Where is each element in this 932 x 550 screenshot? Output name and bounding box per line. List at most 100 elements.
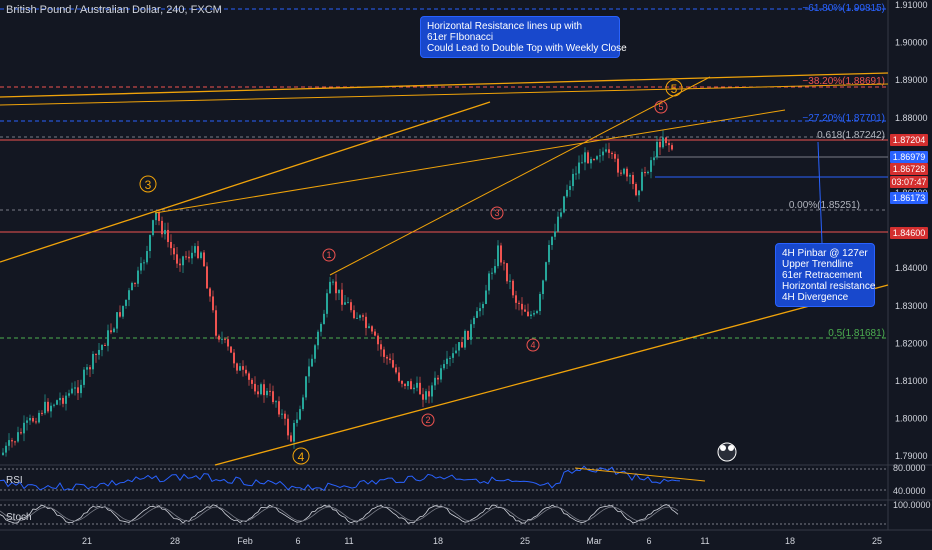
symbol-title[interactable]: British Pound / Australian Dollar, 240, … xyxy=(6,4,222,16)
trendline-upper-long[interactable] xyxy=(0,72,889,98)
candle-body xyxy=(179,263,181,266)
price-tag-4: 1.86173 xyxy=(890,192,928,204)
rsi-tick-80: 80.0000 xyxy=(893,463,926,473)
trendline-wave1-5[interactable] xyxy=(329,76,711,276)
candle-body xyxy=(311,358,313,367)
candle-body xyxy=(113,328,115,333)
candle-body xyxy=(539,294,541,312)
rsi-label[interactable]: RSI xyxy=(6,475,23,486)
candle-body xyxy=(212,296,214,311)
candle-body xyxy=(134,282,136,284)
earnings-badge-icon[interactable] xyxy=(717,442,737,462)
candle-body xyxy=(392,360,394,368)
candle-body xyxy=(206,266,208,289)
note-top-line-2: 61er FIbonacci xyxy=(427,32,494,43)
trendline-wave3-5[interactable] xyxy=(154,109,786,214)
time-axis[interactable]: 21 28 Feb 6 11 18 25 Mar 6 11 18 25 xyxy=(82,536,882,546)
candle-body xyxy=(356,317,358,319)
candle-body xyxy=(335,281,337,294)
candle-body xyxy=(176,254,178,264)
stoch-tick-100: 100.0000 xyxy=(893,500,931,510)
candle-body xyxy=(518,302,520,304)
candle-body xyxy=(395,367,397,373)
trendline-upper-long-2[interactable] xyxy=(0,83,889,106)
candle-body xyxy=(326,293,328,314)
candle-body xyxy=(359,315,361,318)
candle-body xyxy=(17,432,19,442)
candle-body xyxy=(65,395,67,404)
candle-body xyxy=(611,152,613,155)
candlestick-series[interactable] xyxy=(2,130,673,457)
fib-label-05: 0.5(1.81681) xyxy=(828,328,885,339)
candle-body xyxy=(71,388,73,394)
candle-body xyxy=(377,335,379,345)
rsi-divergence-line[interactable] xyxy=(574,467,706,482)
candle-body xyxy=(467,330,469,340)
candle-body xyxy=(545,262,547,281)
candle-body xyxy=(650,160,652,172)
candle-body xyxy=(461,342,463,348)
stoch-k-line[interactable] xyxy=(0,504,679,524)
candle-body xyxy=(281,413,283,415)
wave-label-2-small[interactable]: 2 xyxy=(421,413,435,427)
candle-body xyxy=(413,387,415,390)
candle-body xyxy=(101,344,103,350)
candle-body xyxy=(512,280,514,296)
price-axis-tick: 1.79000 xyxy=(895,451,928,461)
candle-body xyxy=(173,248,175,255)
candle-body xyxy=(560,212,562,217)
price-axis-tick: 1.91000 xyxy=(895,0,928,10)
candle-body xyxy=(284,413,286,419)
rsi-line[interactable] xyxy=(0,465,681,492)
stoch-d-line[interactable] xyxy=(0,506,679,522)
candle-body xyxy=(170,241,172,249)
time-axis-tick: 11 xyxy=(700,536,709,546)
candle-body xyxy=(224,338,226,340)
svg-text:5: 5 xyxy=(658,102,663,112)
fib-label-382: −38.20%(1.88691) xyxy=(802,76,885,87)
candle-body xyxy=(380,344,382,350)
annotation-note-top[interactable]: Horizontal Resistance lines up with 61er… xyxy=(420,16,627,58)
wave-label-4-big[interactable]: 4 xyxy=(292,447,310,465)
candle-body xyxy=(11,440,13,442)
candle-body xyxy=(104,344,106,346)
candle-body xyxy=(227,339,229,347)
candle-body xyxy=(374,331,376,336)
candle-body xyxy=(302,397,304,410)
note-top-line-3: Could Lead to Double Top with Weekly Clo… xyxy=(427,43,627,54)
wave-label-3-small[interactable]: 3 xyxy=(490,206,504,220)
candle-body xyxy=(662,137,664,148)
candle-body xyxy=(509,280,511,282)
candle-body xyxy=(407,381,409,386)
candle-body xyxy=(434,377,436,386)
trendline-channel-top[interactable] xyxy=(0,101,491,263)
candle-body xyxy=(563,196,565,213)
stoch-label[interactable]: Stoch xyxy=(6,512,32,523)
candle-body xyxy=(305,376,307,398)
wave-label-1-small[interactable]: 1 xyxy=(322,248,336,262)
candle-body xyxy=(68,393,70,396)
candle-body xyxy=(389,358,391,361)
wave-label-5-small[interactable]: 5 xyxy=(654,100,668,114)
wave-label-4-small[interactable]: 4 xyxy=(526,338,540,352)
candle-body xyxy=(455,350,457,354)
wave-label-5-big[interactable]: 5 xyxy=(665,79,683,97)
svg-text:3: 3 xyxy=(145,178,152,192)
candle-body xyxy=(401,380,403,384)
candle-body xyxy=(128,290,130,300)
candle-body xyxy=(149,235,151,252)
candle-body xyxy=(653,157,655,161)
candle-body xyxy=(197,246,199,259)
svg-text:5: 5 xyxy=(671,82,678,96)
trendline-lower-support[interactable] xyxy=(214,284,889,466)
wave-label-3-big[interactable]: 3 xyxy=(139,175,157,193)
candle-body xyxy=(476,311,478,318)
candle-body xyxy=(29,418,31,421)
candle-body xyxy=(290,435,292,442)
candle-body xyxy=(383,349,385,357)
annotation-note-right[interactable]: 4H Pinbar @ 127er Upper Trendline 61er R… xyxy=(775,243,875,307)
candle-body xyxy=(254,383,256,392)
candle-body xyxy=(32,418,34,422)
